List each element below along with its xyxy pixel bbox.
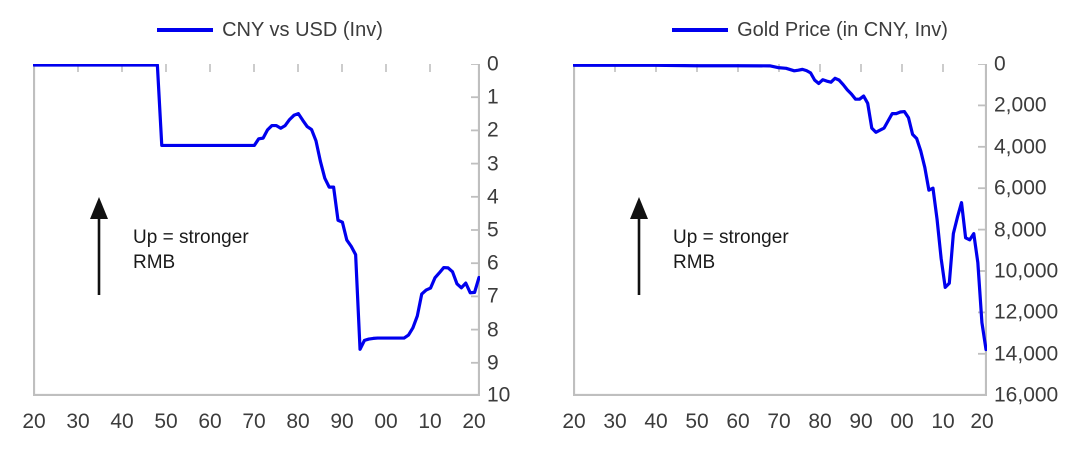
x-tick-label: 60 — [726, 410, 750, 433]
y-tick-label: 16,000 — [994, 383, 1059, 407]
y-tick-marks — [471, 64, 480, 396]
y-tick-label: 2 — [487, 118, 499, 142]
x-axis-labels-cny-vs-usd: 20 30 40 50 60 70 80 90 00 10 20 — [22, 410, 485, 436]
up-arrow-icon — [630, 197, 648, 295]
annotation-up-stronger-rmb: Up = stronger RMB — [80, 195, 310, 300]
x-tick-label: 70 — [767, 410, 791, 433]
y-axis-labels-gold-price-cny: 0 2,000 4,000 6,000 8,000 10,000 12,000 … — [994, 54, 1080, 406]
x-tick-label: 80 — [808, 410, 832, 433]
x-tick-label: 50 — [685, 410, 709, 433]
y-tick-label: 3 — [487, 152, 499, 176]
legend-swatch-icon — [672, 28, 729, 32]
legend-swatch-icon — [157, 28, 214, 32]
x-tick-label: 40 — [644, 410, 668, 433]
legend-cny-vs-usd: CNY vs USD (Inv) — [0, 16, 540, 44]
annotation-label: Up = stronger RMB — [673, 227, 789, 273]
x-tick-label: 30 — [66, 410, 90, 433]
x-tick-label: 00 — [890, 410, 914, 433]
chart-panel-gold-price-cny: Gold Price (in CNY, Inv) — [540, 0, 1080, 454]
y-tick-label: 4,000 — [994, 135, 1047, 159]
y-tick-label: 10,000 — [994, 259, 1059, 283]
y-tick-label: 9 — [487, 351, 499, 375]
x-tick-label: 20 — [562, 410, 586, 433]
y-tick-label: 0 — [487, 52, 499, 76]
x-tick-label: 90 — [849, 410, 873, 433]
x-tick-label: 10 — [418, 410, 442, 433]
plot-svg-gold-price-cny — [573, 64, 987, 396]
up-arrow-icon — [90, 197, 108, 295]
x-tick-label: 20 — [462, 410, 486, 433]
plot-svg-cny-vs-usd — [33, 64, 480, 396]
x-tick-label: 80 — [286, 410, 310, 433]
y-axis-labels-cny-vs-usd: 0 1 2 3 4 5 6 7 8 9 10 — [487, 54, 607, 406]
y-tick-label: 7 — [487, 284, 499, 308]
x-tick-label: 70 — [242, 410, 266, 433]
data-series-line — [33, 64, 480, 351]
y-tick-label: 10 — [487, 383, 511, 407]
y-tick-label: 8,000 — [994, 218, 1047, 242]
y-tick-label: 6 — [487, 251, 499, 275]
y-tick-label: 5 — [487, 218, 499, 242]
plot-area-cny-vs-usd — [33, 64, 480, 396]
x-tick-label: 30 — [603, 410, 627, 433]
x-tick-label: 90 — [330, 410, 354, 433]
x-axis-labels-gold-price-cny: 20 30 40 50 60 70 80 90 00 10 20 — [562, 410, 993, 436]
legend-gold-price-cny: Gold Price (in CNY, Inv) — [540, 16, 1080, 44]
x-tick-label: 20 — [22, 410, 46, 433]
x-tick-label: 10 — [931, 410, 955, 433]
legend-label: Gold Price (in CNY, Inv) — [737, 19, 948, 41]
x-tick-label: 20 — [970, 410, 994, 433]
y-tick-label: 1 — [487, 85, 499, 109]
y-tick-label: 14,000 — [994, 342, 1059, 366]
data-series-line — [573, 64, 987, 352]
x-tick-label: 50 — [154, 410, 178, 433]
x-tick-label: 60 — [198, 410, 222, 433]
y-tick-label: 0 — [994, 52, 1006, 76]
annotation-up-stronger-rmb: Up = stronger RMB — [620, 195, 850, 300]
x-tick-label: 40 — [110, 410, 134, 433]
y-tick-label: 8 — [487, 318, 499, 342]
y-tick-label: 6,000 — [994, 176, 1047, 200]
y-tick-label: 12,000 — [994, 300, 1059, 324]
y-tick-label: 4 — [487, 185, 499, 209]
annotation-label: Up = stronger RMB — [133, 227, 249, 273]
plot-area-gold-price-cny — [573, 64, 987, 396]
y-tick-label: 2,000 — [994, 93, 1047, 117]
x-tick-label: 00 — [374, 410, 398, 433]
chart-panel-cny-vs-usd: CNY vs USD (Inv) — [0, 16, 540, 436]
legend-label: CNY vs USD (Inv) — [222, 19, 383, 41]
